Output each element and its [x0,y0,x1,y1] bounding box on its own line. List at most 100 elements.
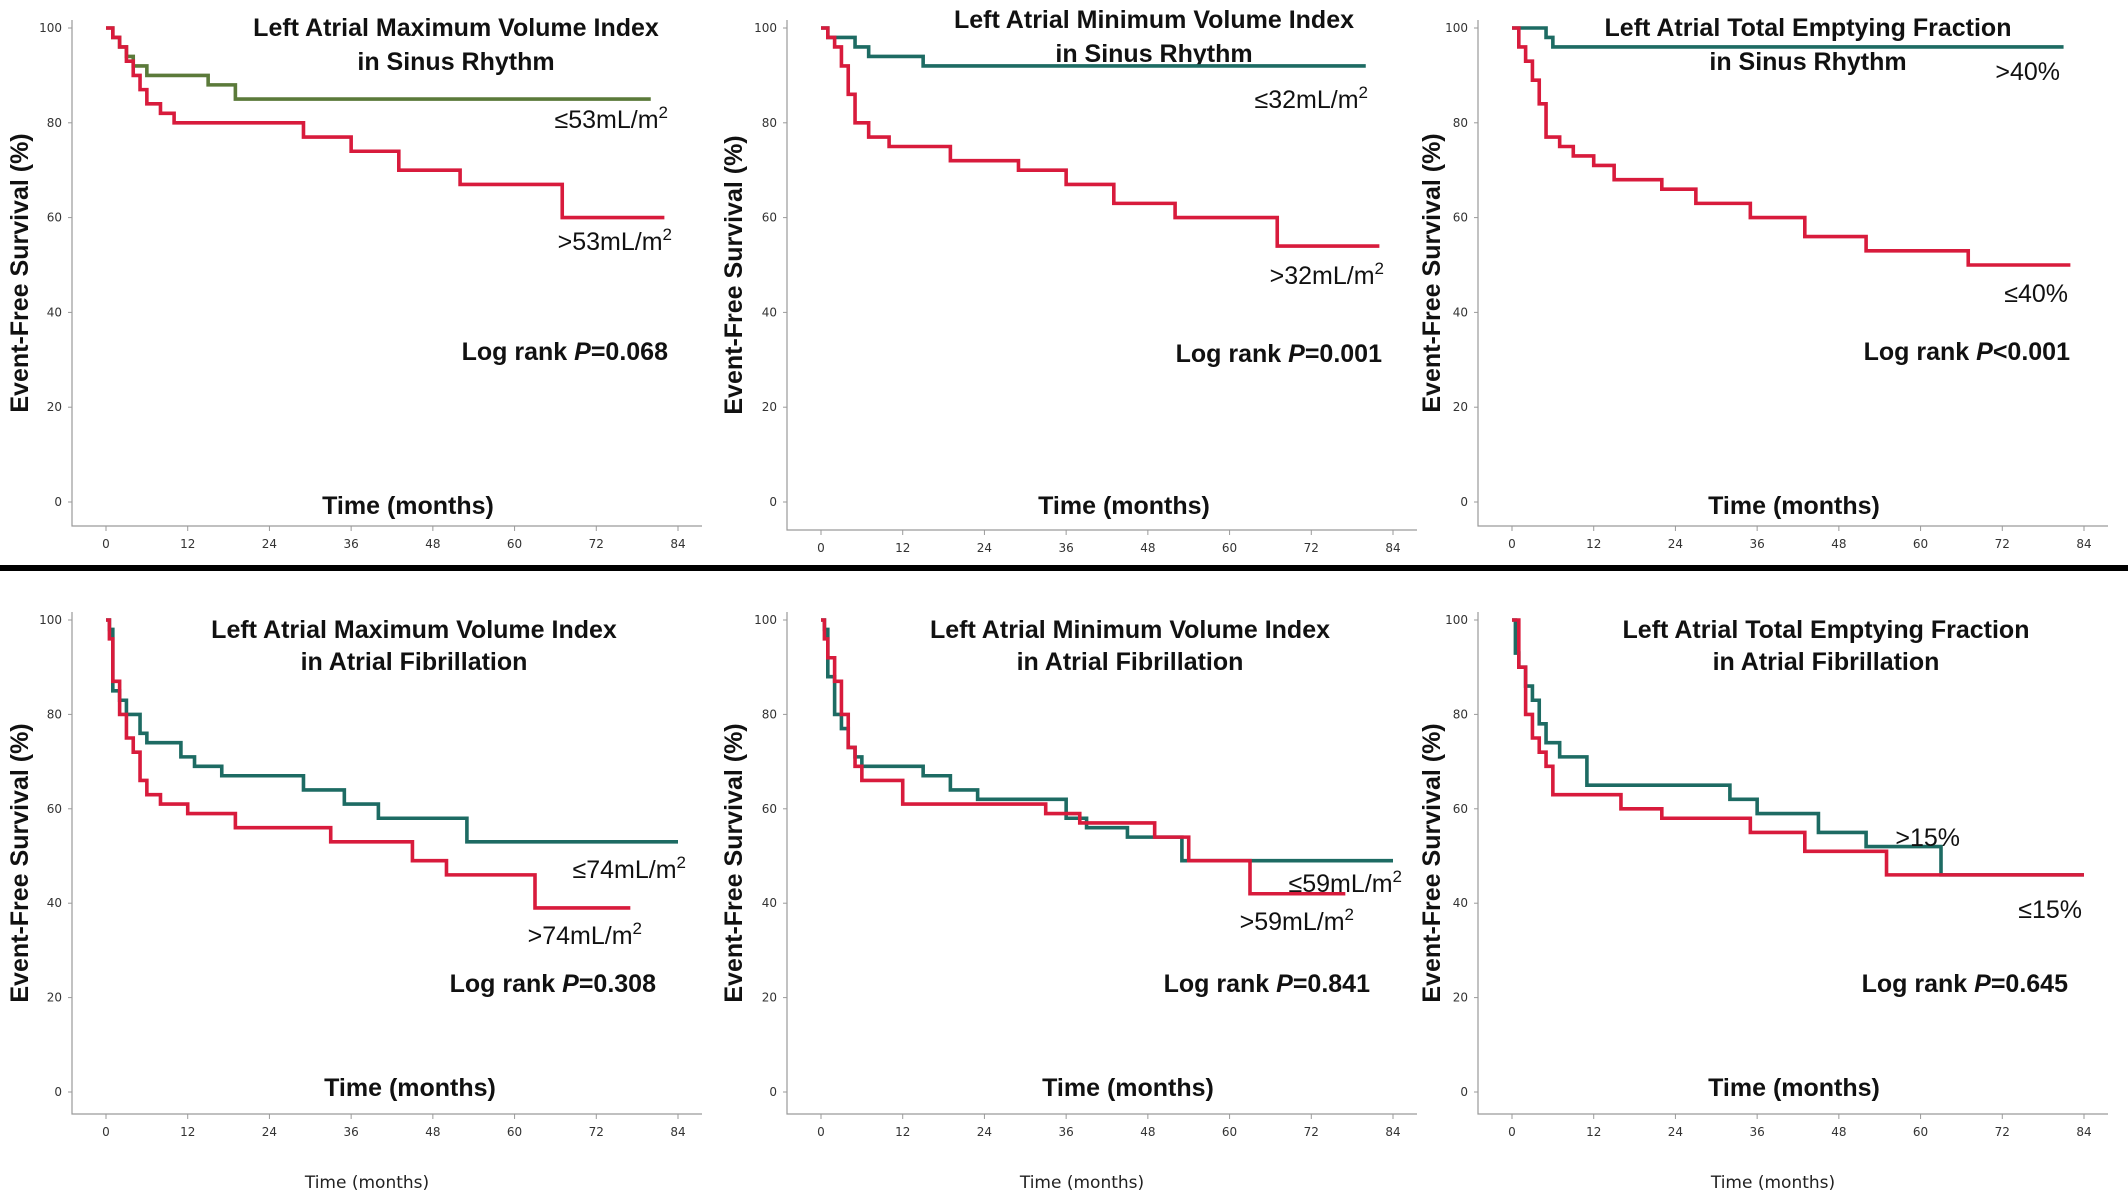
x-tick-label: 48 [1140,541,1155,555]
y-axis-label: Event-Free Survival (%) [6,133,34,412]
x-tick-label: 36 [1059,541,1074,555]
x-tick-label: 0 [102,537,110,551]
x-tick-label: 60 [507,1125,522,1139]
x-tick-label: 12 [895,1125,910,1139]
x-tick-label: 24 [1668,1125,1683,1139]
y-tick-label: 100 [1445,613,1468,627]
x-tick-label: 60 [507,537,522,551]
log-rank-p-value: Log rank P<0.001 [1864,338,2070,366]
y-tick-label: 100 [754,21,777,35]
survival-curve-series-2 [1512,26,2071,267]
chart-title: Left Atrial Maximum Volume Index [253,14,659,42]
y-tick-label: 80 [1453,707,1468,721]
survival-curve-series-1 [106,618,678,844]
y-tick-label: 0 [1460,1085,1468,1099]
x-tick-label: 0 [817,1125,825,1139]
km-panel-1: 0 20 40 60 80 100 0 12 24 36 48 60 72 84 Event-Free Su… [6,14,702,551]
x-tick-label: 24 [977,541,992,555]
x-tick-label: 48 [425,1125,440,1139]
series-label: ≤53mL/m2 [555,103,669,134]
x-axis-label: Time (months) [322,492,494,520]
x-tick-label: 84 [1385,1125,1400,1139]
chart-title: Left Atrial Total Emptying Fraction [1605,14,2012,42]
axis-frame [786,612,1417,1115]
km-panel-6: 0 20 40 60 80 100 0 12 24 36 48 60 72 84 Event-Free Su… [1418,612,2108,1193]
y-tick-label: 80 [1453,116,1468,130]
y-tick-label: 100 [39,21,62,35]
x-tick-label: 36 [1750,537,1765,551]
y-tick-label: 0 [54,495,62,509]
x-axis-label: Time (months) [1708,1074,1880,1102]
x-axis-label-below: Time (months) [1019,1173,1144,1193]
x-tick-label: 60 [1913,537,1928,551]
y-tick-label: 60 [1453,802,1468,816]
x-tick-label: 48 [425,537,440,551]
log-rank-p-value: Log rank P=0.001 [1176,340,1382,368]
x-tick-label: 0 [102,1125,110,1139]
y-tick-label: 20 [1453,400,1468,414]
y-axis-label: Event-Free Survival (%) [6,723,34,1002]
y-tick-label: 80 [47,116,62,130]
x-tick-label: 48 [1831,1125,1846,1139]
x-tick-label: 24 [1668,537,1683,551]
y-tick-label: 40 [1453,896,1468,910]
chart-title: in Sinus Rhythm [1055,40,1252,68]
x-axis-label: Time (months) [1708,492,1880,520]
series-label: >53mL/m2 [558,225,672,256]
x-tick-label: 60 [1222,541,1237,555]
y-tick-label: 80 [762,707,777,721]
chart-title: Left Atrial Minimum Volume Index [930,616,1330,644]
x-tick-label: 0 [1508,1125,1516,1139]
series-label: >15% [1895,824,1960,852]
y-tick-label: 20 [1453,991,1468,1005]
y-tick-label: 80 [47,707,62,721]
km-panel-4: 0 20 40 60 80 100 0 12 24 36 48 60 72 84 Event-Free Su… [6,612,702,1193]
log-rank-p-value: Log rank P=0.308 [450,970,656,998]
x-tick-label: 48 [1831,537,1846,551]
x-tick-label: 72 [1995,537,2010,551]
log-rank-p-value: Log rank P=0.068 [462,338,668,366]
chart-title: in Atrial Fibrillation [301,648,528,676]
axis-frame [71,20,702,527]
x-tick-label: 0 [817,541,825,555]
y-tick-label: 40 [762,305,777,319]
x-tick-label: 12 [180,537,195,551]
x-axis-label: Time (months) [324,1074,496,1102]
log-rank-p-value: Log rank P=0.841 [1164,970,1370,998]
x-tick-label: 72 [1995,1125,2010,1139]
y-tick-label: 100 [39,613,62,627]
y-axis-label: Event-Free Survival (%) [1418,133,1446,412]
x-tick-label: 36 [344,537,359,551]
series-label: ≤32mL/m2 [1255,83,1369,114]
x-tick-label: 72 [589,1125,604,1139]
y-axis-label: Event-Free Survival (%) [1418,723,1446,1002]
survival-curve-series-1 [1512,26,2064,49]
x-tick-label: 84 [1385,541,1400,555]
x-tick-label: 24 [262,537,277,551]
x-tick-label: 84 [670,537,685,551]
axis-frame [1477,612,2108,1115]
x-axis-label-below: Time (months) [304,1173,429,1193]
x-tick-label: 48 [1140,1125,1155,1139]
y-tick-label: 60 [762,211,777,225]
x-tick-label: 72 [589,537,604,551]
x-tick-label: 60 [1222,1125,1237,1139]
survival-curve-series-2 [106,26,665,220]
series-label: >59mL/m2 [1240,905,1354,936]
axis-frame [71,612,702,1115]
x-axis-label: Time (months) [1038,492,1210,520]
x-tick-label: 24 [977,1125,992,1139]
km-panel-5: 0 20 40 60 80 100 0 12 24 36 48 60 72 84 Event-Free Su… [720,612,1417,1193]
series-label: >74mL/m2 [528,919,642,950]
x-tick-label: 12 [1586,537,1601,551]
x-tick-label: 0 [1508,537,1516,551]
x-tick-label: 84 [670,1125,685,1139]
x-tick-label: 12 [180,1125,195,1139]
y-tick-label: 40 [47,896,62,910]
chart-title: Left Atrial Total Emptying Fraction [1623,616,2030,644]
y-tick-label: 20 [762,400,777,414]
y-tick-label: 0 [1460,495,1468,509]
x-axis-label-below: Time (months) [1710,1173,1835,1193]
y-tick-label: 60 [762,802,777,816]
